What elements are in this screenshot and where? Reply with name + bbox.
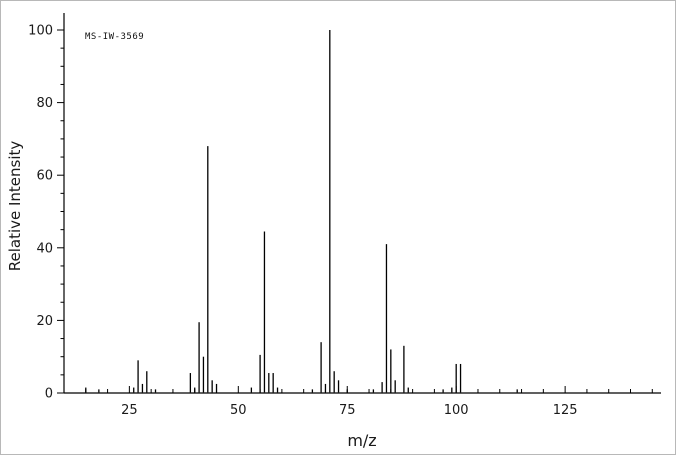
svg-text:125: 125 bbox=[553, 403, 578, 418]
svg-text:60: 60 bbox=[36, 169, 53, 184]
svg-text:0: 0 bbox=[45, 387, 53, 402]
svg-text:75: 75 bbox=[339, 403, 356, 418]
svg-text:100: 100 bbox=[444, 403, 469, 418]
spectrum-id-watermark: MS-IW-3569 bbox=[85, 32, 145, 42]
x-axis-label: m/z bbox=[347, 431, 377, 450]
svg-text:40: 40 bbox=[36, 241, 53, 256]
svg-text:20: 20 bbox=[36, 314, 53, 329]
svg-text:100: 100 bbox=[28, 24, 53, 39]
svg-text:25: 25 bbox=[121, 403, 138, 418]
svg-text:80: 80 bbox=[36, 96, 53, 111]
svg-text:50: 50 bbox=[230, 403, 247, 418]
y-axis-label: Relative Intensity bbox=[6, 140, 24, 272]
